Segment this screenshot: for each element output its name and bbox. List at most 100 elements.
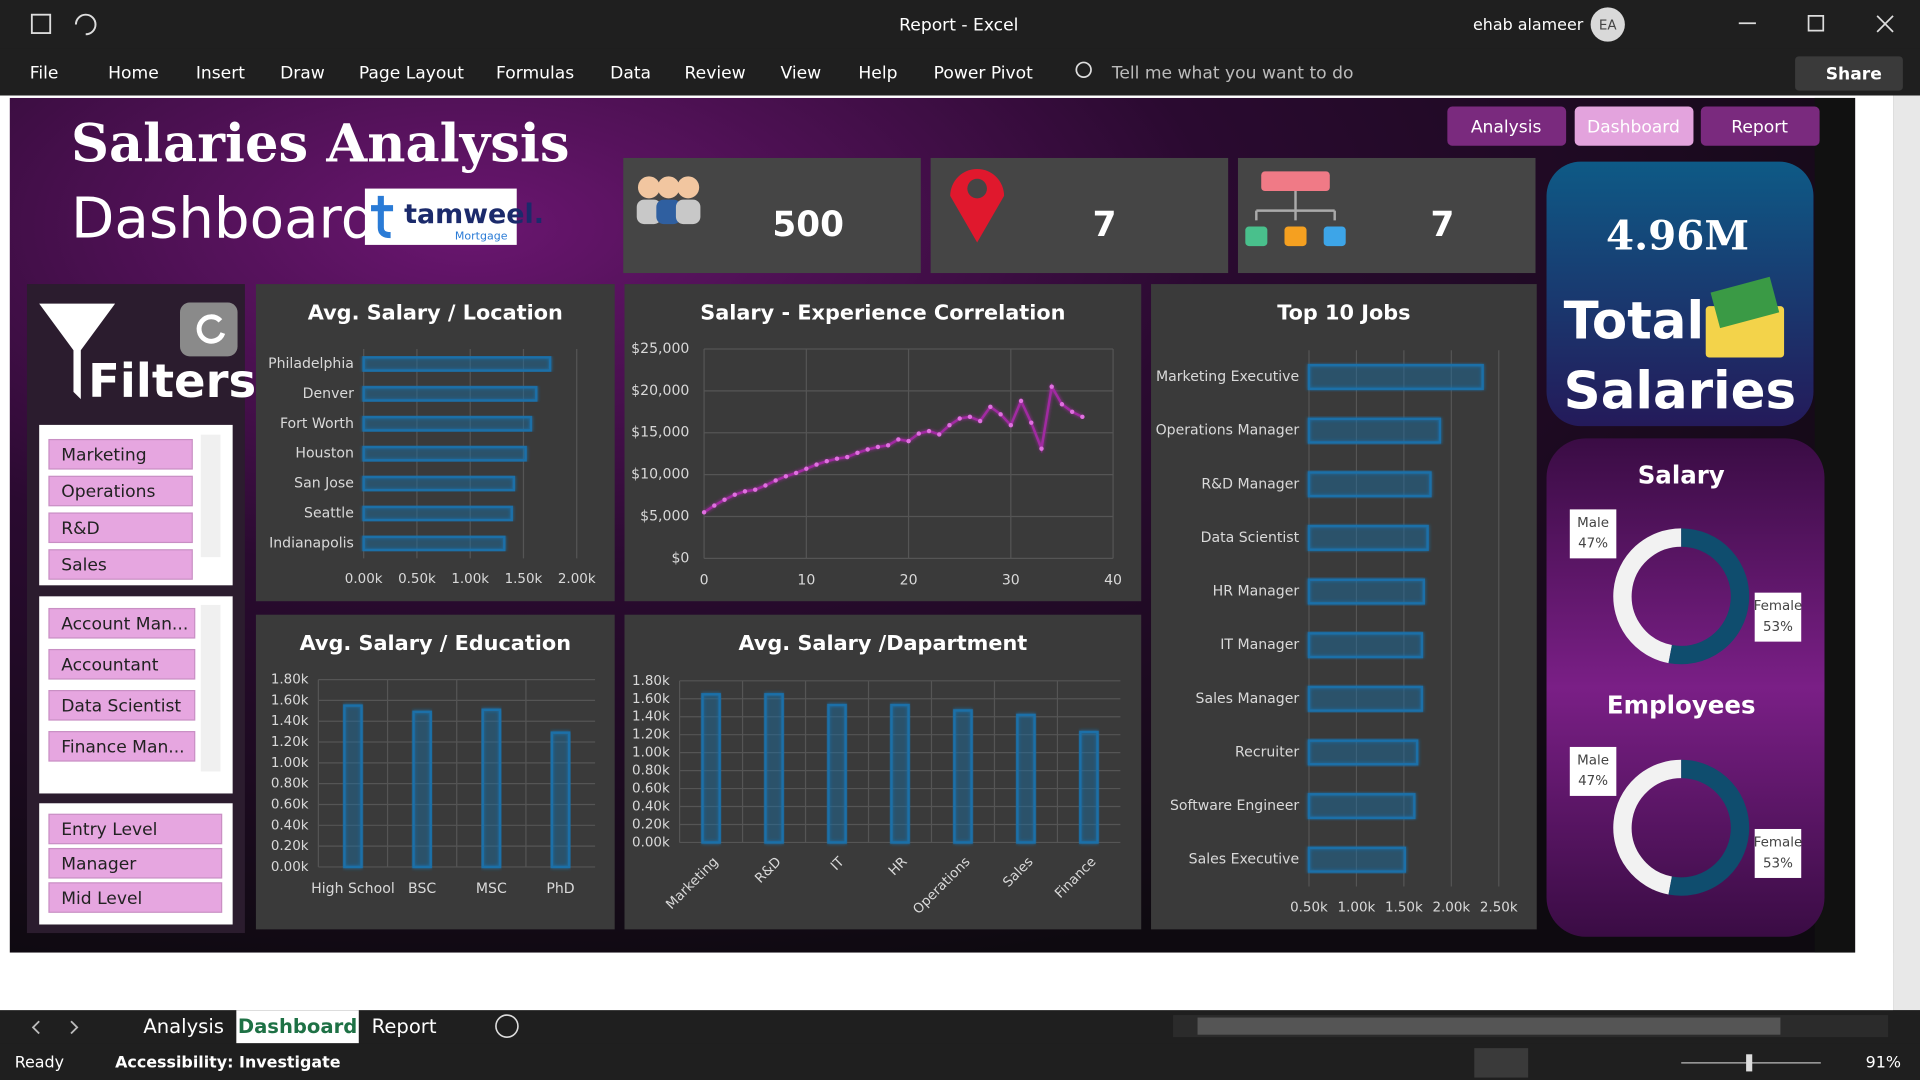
window-title: Report - Excel — [899, 16, 1018, 36]
zoom-level[interactable]: 91% — [1866, 1052, 1901, 1071]
y-tick-label: Operations Manager — [1156, 423, 1300, 439]
bar — [1307, 417, 1442, 444]
total-value: 4.96M — [1606, 211, 1749, 259]
ribbon-tab[interactable]: Draw — [280, 63, 325, 83]
sheet-tab[interactable]: Report — [372, 1015, 437, 1038]
ribbon-tab[interactable]: Insert — [196, 63, 245, 83]
ribbon-tab[interactable]: Help — [858, 63, 897, 83]
sheet-tab[interactable]: Dashboard — [238, 1015, 357, 1038]
ribbon-tab[interactable]: Home — [108, 63, 159, 83]
slicer-item[interactable] — [48, 731, 196, 762]
y-tick-label: Denver — [303, 386, 354, 402]
chart-title: Avg. Salary / Education — [300, 631, 571, 655]
nav-button[interactable] — [1574, 106, 1694, 146]
y-tick-label: 0.20k — [271, 839, 309, 854]
slicer-item-label[interactable]: Mid Level — [61, 889, 142, 909]
x-tick-label: 30 — [1002, 572, 1020, 588]
x-tick-label: 2.00k — [558, 572, 596, 587]
slicer-item[interactable] — [48, 847, 223, 879]
x-tick-label: 0 — [700, 572, 709, 588]
slicer-item-label[interactable]: Finance Man... — [61, 738, 184, 758]
point — [1018, 398, 1024, 404]
y-tick-label: $10,000 — [631, 467, 689, 483]
bar — [1307, 524, 1429, 551]
y-tick-label: 0.80k — [632, 764, 670, 779]
x-tick-label: 1.00k — [1338, 900, 1376, 915]
add-sheet[interactable] — [495, 1014, 519, 1038]
bar — [343, 704, 363, 869]
ribbon-tab[interactable]: Power Pivot — [934, 63, 1034, 83]
x-tick-label: 20 — [900, 572, 918, 588]
logo-text: tamweel. — [404, 199, 544, 230]
data-label: 47% — [1578, 774, 1608, 789]
slicer-item-label[interactable]: Account Man... — [61, 614, 188, 634]
y-tick-label: 1.20k — [271, 735, 309, 750]
slicer-item[interactable] — [48, 813, 223, 845]
sheet-tab[interactable]: Analysis — [143, 1015, 224, 1038]
ribbon-tab[interactable]: Data — [610, 63, 651, 83]
slicer-item-label[interactable]: R&D — [61, 519, 99, 539]
bar — [362, 386, 538, 402]
slicer-item[interactable] — [48, 475, 193, 507]
ribbon-tab[interactable]: File — [30, 63, 59, 83]
total-label: Salaries — [1564, 361, 1796, 421]
point — [937, 432, 942, 437]
ribbon-tab[interactable]: Page Layout — [359, 63, 464, 83]
status-accessibility[interactable]: Accessibility: Investigate — [115, 1052, 341, 1071]
point — [1029, 420, 1034, 425]
ribbon-tab[interactable]: View — [780, 63, 821, 83]
nav-label[interactable]: Report — [1731, 117, 1788, 137]
nav-button[interactable] — [1700, 106, 1820, 146]
slicer-item-label[interactable]: Sales — [61, 556, 107, 576]
slicer-item[interactable] — [48, 607, 196, 639]
y-tick-label: Sales Manager — [1196, 691, 1300, 707]
nav-label[interactable]: Dashboard — [1587, 117, 1680, 137]
slicer-item[interactable] — [48, 549, 193, 580]
org-icon — [1255, 191, 1336, 221]
chart-title: Salary — [1638, 460, 1725, 489]
y-tick-label: $0 — [671, 550, 689, 566]
bar — [890, 703, 910, 844]
data-label: 53% — [1763, 620, 1793, 635]
y-tick-label: 1.40k — [271, 714, 309, 729]
ribbon-tab[interactable]: Review — [685, 63, 746, 83]
data-callout — [1569, 509, 1617, 559]
slicer-item-label[interactable]: Manager — [61, 854, 137, 874]
nav-label[interactable]: Analysis — [1471, 117, 1542, 137]
x-tick-label: 0.50k — [398, 572, 436, 587]
reset-button[interactable] — [180, 302, 238, 357]
point — [1049, 384, 1054, 389]
point — [845, 454, 850, 460]
slicer-item[interactable] — [48, 512, 193, 544]
y-tick-label: Fort Worth — [280, 416, 354, 432]
slicer-item[interactable] — [48, 438, 193, 470]
slicer-item-label[interactable]: Operations — [61, 482, 155, 502]
slicer-item-label[interactable]: Data Scientist — [61, 697, 181, 717]
y-tick-label: Seattle — [304, 505, 354, 521]
slicer-item[interactable] — [48, 690, 196, 721]
slicer-item[interactable] — [48, 648, 196, 680]
undo-icon — [74, 13, 97, 36]
y-tick-label: 1.20k — [632, 728, 670, 743]
slicer-item-label[interactable]: Accountant — [61, 656, 158, 676]
x-tick-label: 1.50k — [505, 572, 543, 587]
data-callout — [1569, 746, 1617, 796]
share-label[interactable]: Share — [1826, 65, 1882, 85]
donut-slice — [1613, 528, 1682, 664]
point — [998, 412, 1003, 417]
slicer-item-label[interactable]: Entry Level — [61, 820, 157, 840]
slicer-item[interactable] — [48, 882, 223, 913]
point — [732, 492, 737, 497]
ribbon-tab[interactable]: Formulas — [496, 63, 574, 83]
location-icon-hole — [967, 178, 987, 199]
slicer-item-label[interactable]: Marketing — [61, 446, 146, 466]
y-tick-label: 0.60k — [271, 797, 309, 812]
search-box[interactable]: Tell me what you want to do — [1111, 63, 1354, 83]
point — [947, 422, 952, 428]
point — [783, 474, 789, 479]
legend-label: Male — [1577, 753, 1609, 768]
nav-button[interactable] — [1447, 106, 1567, 146]
save-icon — [30, 13, 52, 34]
bar — [701, 693, 721, 844]
